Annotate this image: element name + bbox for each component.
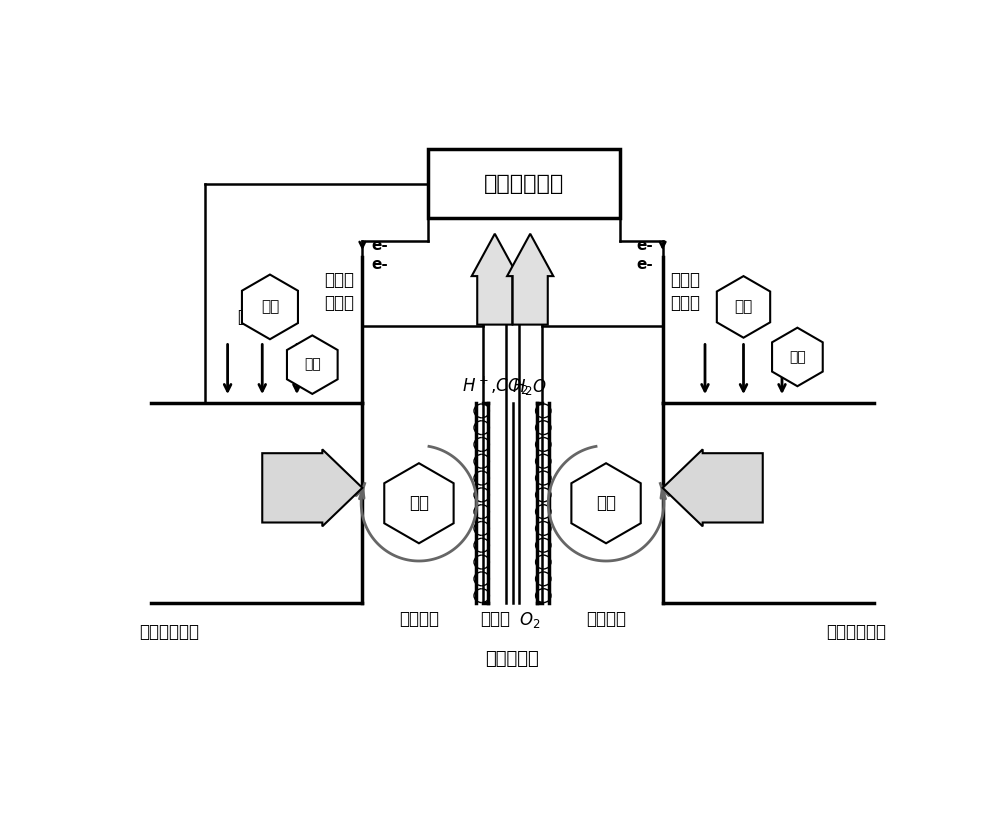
Text: 毒物: 毒物	[261, 299, 279, 314]
Text: 毒物: 毒物	[596, 494, 616, 512]
Text: 毒物: 毒物	[409, 494, 429, 512]
Text: 投加有机物: 投加有机物	[237, 309, 287, 326]
Text: 阴极出
水管道: 阴极出 水管道	[670, 271, 700, 312]
Text: $H^+$,$CO_2$: $H^+$,$CO_2$	[462, 375, 529, 397]
Text: e-: e-	[372, 257, 388, 272]
Text: 生物阳极: 生物阳极	[399, 610, 439, 628]
Polygon shape	[772, 328, 823, 386]
Text: e-: e-	[637, 238, 653, 252]
Polygon shape	[507, 233, 553, 324]
Text: $O_2$: $O_2$	[519, 610, 540, 629]
Polygon shape	[472, 233, 518, 324]
Text: 阴极进水管道: 阴极进水管道	[826, 623, 886, 640]
Text: 生物阴极: 生物阴极	[586, 610, 626, 628]
Text: 阳极进水管道: 阳极进水管道	[139, 623, 199, 640]
Text: 电化学工作站: 电化学工作站	[484, 174, 564, 194]
Text: 毒物: 毒物	[789, 350, 806, 364]
Polygon shape	[262, 450, 362, 526]
Polygon shape	[242, 275, 298, 339]
Polygon shape	[717, 276, 770, 337]
Polygon shape	[663, 450, 763, 526]
Text: 离子交换膜: 离子交换膜	[486, 649, 539, 667]
Text: e-: e-	[637, 257, 653, 272]
Text: 有机物: 有机物	[481, 610, 511, 628]
Polygon shape	[287, 336, 338, 394]
Text: 曙气: 曙气	[733, 309, 754, 326]
Text: 阳极出
水管道: 阳极出 水管道	[325, 271, 355, 312]
Text: e-: e-	[372, 238, 388, 252]
Text: 毒物: 毒物	[304, 358, 321, 371]
Bar	[428, 149, 620, 219]
Text: 毒物: 毒物	[734, 299, 753, 314]
Polygon shape	[571, 463, 641, 544]
Polygon shape	[384, 463, 454, 544]
Text: $H_2O$: $H_2O$	[512, 377, 547, 397]
